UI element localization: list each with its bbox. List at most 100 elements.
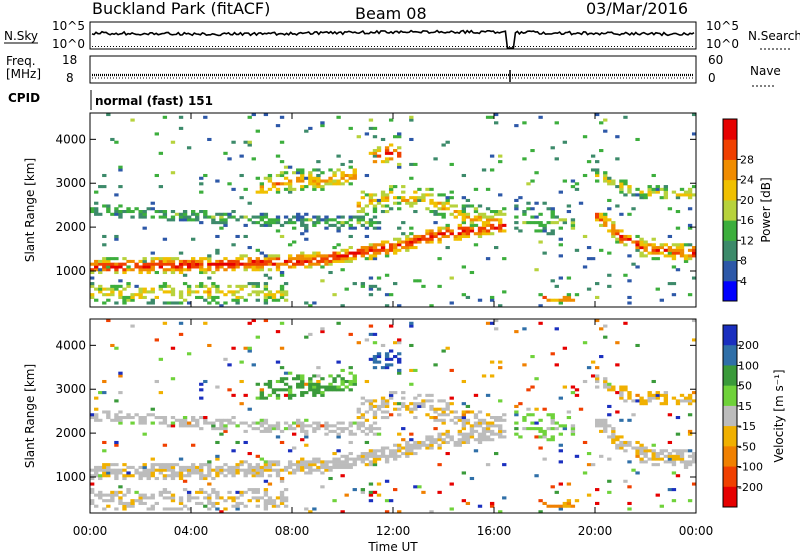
range-cell	[263, 504, 269, 508]
range-cell	[461, 379, 467, 384]
range-cell	[671, 190, 677, 194]
range-cell	[142, 257, 147, 261]
range-cell	[243, 474, 248, 478]
range-cell	[178, 424, 184, 428]
range-cell	[599, 223, 604, 227]
range-cell	[320, 171, 325, 175]
range-cell	[582, 135, 588, 139]
range-cell	[393, 185, 398, 189]
range-cell	[485, 187, 491, 191]
range-cell	[146, 301, 151, 305]
range-cell	[332, 424, 337, 428]
range-cell	[275, 298, 281, 302]
range-cell	[223, 257, 228, 261]
range-cell	[102, 499, 107, 503]
range-cell	[607, 490, 612, 494]
range-cell	[485, 393, 491, 397]
range-cell	[98, 496, 103, 500]
range-cell	[401, 452, 406, 456]
range-cell	[292, 432, 297, 436]
range-cell	[631, 468, 636, 472]
range-cell	[279, 321, 285, 325]
range-cell	[215, 490, 220, 494]
range-cell	[639, 237, 644, 241]
noise-left-top-tick: 10^5	[52, 19, 85, 33]
range-cell	[102, 185, 107, 189]
range-cell	[118, 374, 123, 378]
range-cell	[292, 427, 297, 431]
range-cell	[393, 488, 398, 492]
x-axis: 00:00 04:00 08:00 12:00 16:00 20:00 00:00	[73, 113, 713, 538]
range-cell	[114, 193, 119, 197]
range-cell	[384, 198, 390, 202]
range-cell	[186, 287, 192, 291]
range-cell	[542, 223, 547, 227]
range-cell	[445, 407, 450, 411]
range-cell	[485, 223, 491, 227]
velocity-heatmap	[90, 319, 697, 514]
range-cell	[259, 215, 265, 219]
range-cell	[332, 452, 337, 456]
range-cell	[409, 176, 414, 180]
range-cell	[429, 232, 434, 236]
range-cell	[469, 270, 475, 275]
range-cell	[106, 265, 111, 269]
range-cell	[296, 215, 301, 219]
range-cell	[344, 179, 349, 183]
range-cell	[356, 218, 361, 222]
range-cell	[332, 223, 337, 227]
range-cell	[595, 421, 600, 425]
range-cell	[300, 385, 305, 389]
range-cell	[239, 173, 244, 178]
range-cell	[518, 402, 523, 406]
range-cell	[469, 427, 475, 431]
range-cell	[356, 251, 361, 255]
range-cell	[421, 284, 426, 288]
range-cell	[316, 379, 321, 384]
range-cell	[308, 262, 313, 266]
range-cell	[376, 201, 382, 205]
range-cell	[195, 490, 200, 494]
range-cell	[409, 118, 414, 122]
range-cell	[372, 204, 378, 208]
range-cell	[388, 185, 394, 189]
range-cell	[498, 360, 503, 364]
range-cell	[279, 160, 285, 164]
range-cell	[142, 259, 147, 263]
range-cell	[687, 196, 693, 200]
range-cell	[98, 259, 103, 263]
range-cell	[106, 210, 111, 214]
range-cell	[94, 471, 99, 475]
range-cell	[384, 193, 390, 197]
range-cell	[304, 254, 309, 258]
range-cell	[465, 438, 471, 442]
range-cell	[186, 499, 192, 503]
range-cell	[114, 265, 119, 269]
range-cell	[409, 407, 414, 411]
range-cell	[98, 391, 103, 395]
range-cell	[380, 137, 386, 142]
range-cell	[182, 416, 188, 420]
range-cell	[498, 210, 503, 214]
range-cell	[178, 259, 184, 263]
range-cell	[308, 218, 313, 222]
range-cell	[235, 424, 240, 428]
range-cell	[397, 360, 402, 364]
nave-top-tick: 60	[708, 53, 723, 67]
range-cell	[570, 218, 576, 222]
range-cell	[687, 402, 693, 406]
range-cell	[498, 226, 503, 230]
range-cell	[90, 276, 95, 280]
range-cell	[376, 154, 382, 158]
range-cell	[178, 251, 184, 255]
range-cell	[255, 265, 260, 269]
range-cell	[122, 287, 127, 291]
range-cell	[255, 454, 260, 458]
range-cell	[348, 463, 353, 467]
colorbar-swatch	[723, 466, 737, 488]
range-cell	[235, 265, 240, 269]
range-cell	[219, 215, 224, 219]
range-cell	[263, 382, 269, 386]
range-cell	[340, 304, 345, 308]
range-cell	[191, 443, 196, 447]
